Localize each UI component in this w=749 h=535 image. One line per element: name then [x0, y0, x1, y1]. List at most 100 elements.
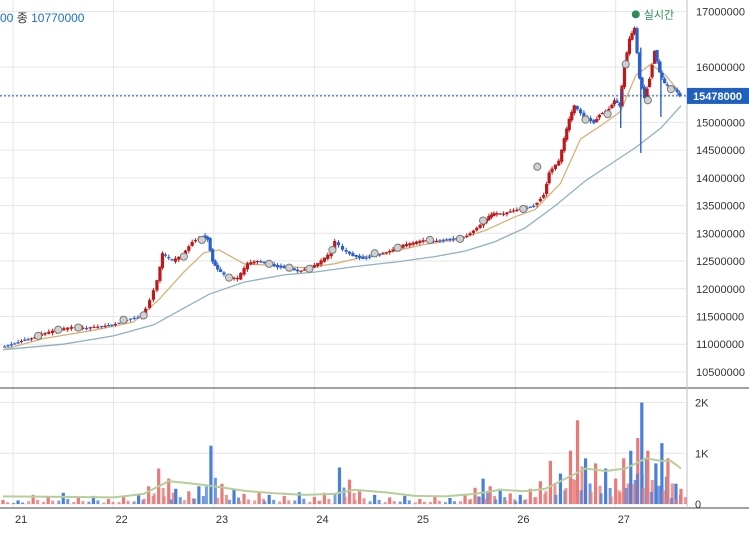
candle-body [299, 271, 302, 272]
candle-body [167, 257, 170, 258]
volume-bar [679, 489, 682, 504]
candle-body [219, 269, 222, 272]
volume-bar [338, 467, 341, 504]
candle-body [579, 109, 582, 113]
y-tick-label: 15000000 [696, 117, 745, 129]
volume-bar [469, 499, 472, 504]
volume-bar [187, 491, 190, 504]
close-value-partial: 00 [0, 11, 13, 25]
candle-body [319, 260, 322, 264]
candle-body [259, 261, 262, 262]
signal-marker [120, 316, 127, 323]
candle-body [570, 112, 573, 120]
candle-body [313, 265, 316, 268]
close-label: 종 [17, 11, 28, 25]
volume-bar [163, 496, 166, 504]
volume-bar [403, 496, 406, 504]
volume-bar [534, 497, 537, 504]
candle-body [85, 328, 88, 329]
signal-marker [286, 264, 293, 271]
candle-body [351, 253, 354, 256]
volume-bar [373, 495, 376, 504]
y-tick-label: 14500000 [696, 145, 745, 157]
volume-bar [153, 493, 156, 504]
x-tick-label: 25 [417, 514, 429, 526]
volume-bar [12, 503, 15, 504]
candle-body [70, 327, 73, 329]
candle-body [23, 340, 26, 341]
candle-body [6, 345, 9, 346]
volume-bar [232, 490, 235, 504]
volume-bar [666, 458, 669, 504]
candle-body [100, 326, 103, 327]
candle-body [10, 344, 13, 345]
candle-body [326, 255, 329, 259]
volume-bar [489, 486, 492, 504]
candle-body [92, 327, 95, 328]
volume-tick-label: 0 [695, 499, 701, 511]
candle-body [499, 213, 502, 214]
candle-body [104, 326, 107, 327]
volume-bar [584, 458, 587, 504]
candle-body [418, 241, 421, 243]
candle-body [535, 203, 538, 205]
candle-body [62, 328, 65, 330]
candle-body [16, 342, 19, 343]
candle-body [666, 84, 669, 85]
signal-marker [394, 244, 401, 251]
signal-marker [480, 217, 487, 224]
volume-bar [438, 501, 441, 504]
volume-bar [453, 501, 456, 504]
candle-body [249, 262, 252, 264]
volume-bar [559, 474, 562, 504]
volume-bar [477, 496, 480, 504]
candle-body [478, 225, 481, 228]
candle-body [598, 115, 601, 118]
volume-bar [143, 499, 146, 504]
candle-body [623, 66, 626, 87]
y-tick-label: 11500000 [696, 311, 744, 323]
volume-bar [408, 500, 411, 504]
candle-body [3, 346, 6, 347]
volume-bar [414, 502, 417, 504]
volume-bar [378, 500, 381, 504]
volume-bar [193, 499, 196, 504]
candle-body [358, 256, 361, 258]
candle-body [194, 240, 197, 241]
candle-body [550, 169, 553, 173]
candle-body [89, 327, 92, 328]
candle-body [222, 272, 225, 274]
volume-bar [197, 486, 200, 504]
candle-body [676, 90, 679, 92]
signal-marker [180, 253, 187, 260]
y-tick-label: 12500000 [696, 256, 745, 268]
candle-body [276, 265, 279, 267]
candle-body [133, 318, 136, 319]
candle-body [515, 210, 518, 211]
y-tick-label: 11000000 [696, 339, 744, 351]
volume-bar [662, 490, 665, 504]
volume-bar [287, 500, 290, 504]
candle-body [174, 258, 177, 261]
candle-body [43, 333, 46, 335]
candle-body [401, 245, 404, 248]
ohlc-readout: 00 종 10770000 [0, 9, 84, 26]
volume-bar [313, 497, 316, 504]
y-tick-label: 10500000 [696, 367, 745, 379]
signal-marker [329, 246, 336, 253]
candle-body [96, 327, 99, 328]
candle-body [164, 255, 167, 256]
candle-body [438, 240, 441, 241]
signal-marker [456, 235, 463, 242]
candle-body [20, 341, 23, 342]
candle-body [110, 324, 113, 325]
candle-body [495, 213, 498, 214]
candle-body [209, 238, 212, 251]
volume-bar [354, 500, 357, 504]
candle-body [368, 257, 371, 258]
volume-bar [388, 497, 391, 504]
volume-bar [202, 496, 205, 504]
realtime-dot [632, 10, 640, 18]
volume-bar [77, 497, 80, 504]
